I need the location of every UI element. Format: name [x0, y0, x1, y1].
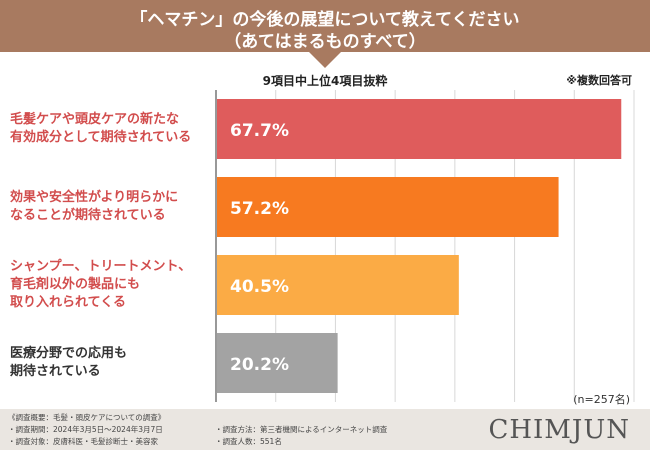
sample-size: (n=257名) [573, 393, 630, 406]
category-label: 毛髪ケアや頭皮ケアの新たな 有効成分として期待されている [10, 112, 192, 145]
footer-overview: 《調査概要：毛髪・頭皮ケアについての調査》 [8, 413, 166, 422]
multiple-answer-note: ※複数回答可 [566, 74, 632, 87]
bar-value-label: 57.2% [230, 199, 289, 219]
bar-value-label: 40.5% [230, 277, 289, 297]
footer-period: ・調査期間：2024年3月5日～2024年3月7日 [8, 425, 163, 434]
brand-logo: CHIMJUN [488, 415, 630, 445]
category-label: 医療分野での応用も 期待されている [10, 346, 128, 379]
title-banner: 「ヘマチン」の今後の展望について教えてください （あてはまるものすべて） [0, 0, 650, 52]
bar [217, 255, 459, 315]
footer-method: ・調査方法：第三者機関によるインターネット調査 [215, 425, 388, 434]
survey-footer: 《調査概要：毛髪・頭皮ケアについての調査》 ・調査期間：2024年3月5日～20… [0, 409, 650, 450]
bar-value-label: 20.2% [230, 355, 289, 375]
chart-title-sub: （あてはまるものすべて） [224, 32, 426, 52]
bar [217, 177, 559, 237]
chart-title: 「ヘマチン」の今後の展望について教えてください [130, 10, 520, 30]
bar [217, 333, 338, 393]
footer-count: ・調査人数：551名 [215, 437, 282, 446]
bar [217, 99, 622, 159]
category-label: シャンプー、トリートメント、 育毛剤以外の製品にも 取り入れられてくる [10, 259, 192, 310]
category-label: 効果や安全性がより明らかに なることが期待されている [10, 190, 179, 223]
banner-pointer [309, 52, 341, 68]
bar-value-label: 67.7% [230, 121, 289, 141]
chart-subtitle: 9項目中上位4項目抜粋 [262, 74, 388, 88]
footer-target: ・調査対象：皮膚科医・毛髪診断士・美容家 [8, 437, 158, 446]
